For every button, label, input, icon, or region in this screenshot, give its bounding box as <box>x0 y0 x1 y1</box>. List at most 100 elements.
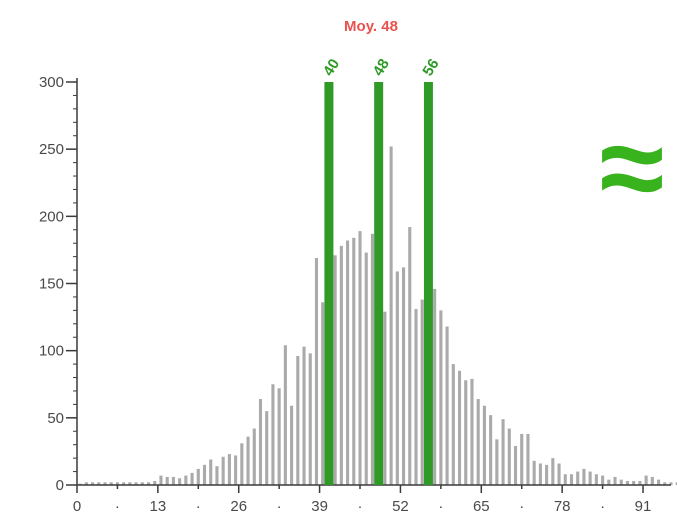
histogram-bar <box>383 311 387 485</box>
x-tick-dot: · <box>600 498 605 515</box>
histogram-bar <box>501 419 505 485</box>
histogram-bar <box>196 468 200 485</box>
axes-layer: 0 50 100 150 200 250 300 0 · 13 · 26 · 39 · 52 · 65 · 78 · 91… <box>39 74 671 515</box>
histogram-bar <box>482 405 486 485</box>
x-tick-label: 65 <box>473 498 490 515</box>
marker-line <box>423 82 433 485</box>
histogram-bar <box>551 458 555 485</box>
histogram-bar <box>526 433 530 485</box>
histogram-bar <box>202 464 207 485</box>
histogram-bar <box>234 455 238 485</box>
x-tick-dot: · <box>277 498 282 515</box>
histogram-bar <box>588 471 592 485</box>
x-tick-label: 52 <box>392 498 409 515</box>
histogram-bar <box>240 443 244 485</box>
histogram-bar <box>97 482 101 485</box>
histogram-bar <box>594 474 598 485</box>
histogram-bar <box>675 482 677 485</box>
histogram-bar <box>290 405 294 485</box>
y-tick-label: 150 <box>39 276 64 293</box>
histogram-bar <box>663 482 667 485</box>
x-tick-dot: · <box>519 498 524 515</box>
histogram-bar <box>277 388 281 485</box>
histogram-bar <box>283 345 287 485</box>
histogram-bar <box>538 463 542 485</box>
histogram-bar <box>569 474 574 485</box>
histogram-bar <box>308 353 312 485</box>
histogram-bar <box>346 240 350 485</box>
histogram-bar <box>122 482 126 485</box>
histogram-bar <box>532 460 536 485</box>
histogram-bar <box>178 478 182 485</box>
histogram-bar <box>302 346 306 485</box>
histogram-bar <box>271 384 275 485</box>
histogram-bar <box>146 482 151 485</box>
histogram-bar <box>657 479 661 485</box>
histogram-bar <box>395 271 399 485</box>
histogram-bar <box>507 428 511 485</box>
histogram-bar <box>221 456 225 485</box>
histogram-bar <box>576 471 580 485</box>
y-tick-label: 300 <box>39 74 64 91</box>
histogram-bar <box>84 482 88 485</box>
histogram-bar <box>557 463 561 485</box>
y-tick-label: 100 <box>39 343 64 360</box>
histogram-bar <box>582 468 586 485</box>
histogram-bar <box>352 237 356 485</box>
histogram-bar <box>252 428 256 485</box>
histogram-bar <box>545 464 549 485</box>
y-tick-label: 50 <box>47 410 64 427</box>
histogram-bar <box>215 466 219 485</box>
histogram-bar <box>433 288 437 485</box>
x-tick-label: 91 <box>635 498 652 515</box>
histogram-bar <box>408 227 412 485</box>
x-tick-dot: · <box>358 498 363 515</box>
histogram-bar <box>402 267 406 485</box>
histogram-bar <box>619 479 623 485</box>
histogram-bar <box>339 245 343 485</box>
chart-title: Moy. 48 <box>344 18 398 35</box>
histogram-bar <box>128 482 132 485</box>
approx-symbol: ≈ <box>600 102 665 234</box>
histogram-bar <box>140 482 144 485</box>
histogram-bar <box>159 475 163 485</box>
histogram-bar <box>103 482 107 485</box>
marker-line <box>374 82 384 485</box>
y-tick-label: 200 <box>39 208 64 225</box>
histogram-bar <box>638 480 642 485</box>
histogram-bar <box>563 474 567 485</box>
histogram-bar <box>358 231 362 485</box>
histogram-bar <box>389 146 393 486</box>
histogram-bar <box>227 454 231 485</box>
histogram-bar <box>153 480 157 485</box>
histogram-bar <box>258 399 263 485</box>
histogram-bar <box>91 482 95 485</box>
histogram-bar <box>439 310 443 485</box>
y-tick-label: 0 <box>56 477 64 494</box>
histogram-bar <box>420 299 424 485</box>
histogram-bar <box>607 479 611 485</box>
x-tick-label: 0 <box>73 498 81 515</box>
histogram-bar <box>165 476 169 485</box>
histogram-bar <box>333 255 337 485</box>
histogram-bar <box>115 482 119 485</box>
histogram-bar <box>296 356 300 485</box>
histogram-bar <box>464 380 468 485</box>
markers-layer: 40 48 56 <box>320 56 443 485</box>
x-tick-dot: · <box>115 498 120 515</box>
histogram-bar <box>445 326 449 485</box>
histogram-bar <box>364 252 368 485</box>
histogram-bar <box>495 439 499 485</box>
x-tick-label: 39 <box>311 498 328 515</box>
histogram-bar <box>246 436 250 485</box>
x-tick-dot: · <box>196 498 201 515</box>
marker-label: 56 <box>419 56 442 79</box>
x-tick-label: 26 <box>230 498 247 515</box>
histogram-bar <box>457 370 462 485</box>
x-tick-dot: · <box>438 498 443 515</box>
x-tick-label: 78 <box>554 498 571 515</box>
histogram-bar <box>451 364 455 485</box>
histogram-bar <box>613 476 617 485</box>
